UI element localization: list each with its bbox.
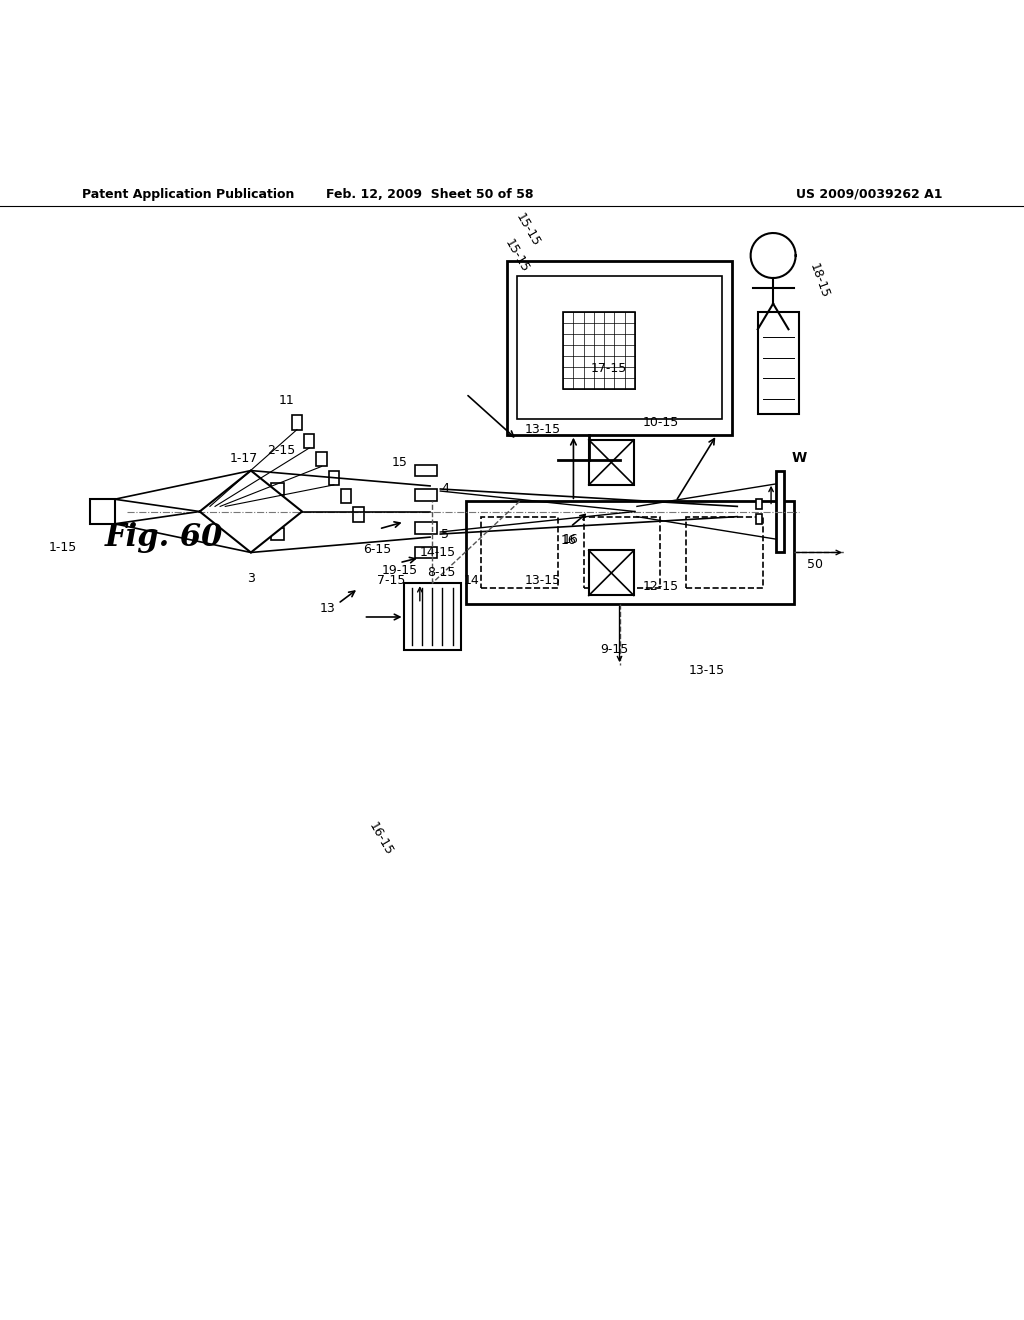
Bar <box>271 483 284 495</box>
Text: 15-15: 15-15 <box>503 236 531 275</box>
Text: 13: 13 <box>319 602 336 615</box>
Bar <box>316 453 327 466</box>
Bar <box>563 312 635 388</box>
Text: W: W <box>792 451 806 465</box>
Bar <box>341 488 351 503</box>
Text: 2-15: 2-15 <box>267 444 296 457</box>
Bar <box>776 470 784 553</box>
Bar <box>90 499 115 524</box>
Text: Patent Application Publication: Patent Application Publication <box>82 187 294 201</box>
Bar <box>758 312 799 414</box>
Bar <box>292 416 302 429</box>
Text: 15-15: 15-15 <box>513 211 542 249</box>
Text: 10-15: 10-15 <box>642 416 679 429</box>
Text: 7-15: 7-15 <box>377 574 406 586</box>
Text: 3: 3 <box>247 572 255 585</box>
Bar <box>415 466 437 475</box>
Text: Feb. 12, 2009  Sheet 50 of 58: Feb. 12, 2009 Sheet 50 of 58 <box>327 187 534 201</box>
Bar <box>589 440 634 484</box>
Text: 16: 16 <box>560 533 577 546</box>
Text: 16: 16 <box>562 533 579 545</box>
Text: 13-15: 13-15 <box>525 574 561 586</box>
Polygon shape <box>200 470 302 553</box>
Text: 50: 50 <box>807 558 823 572</box>
Bar <box>756 513 762 524</box>
Bar <box>304 434 314 447</box>
Text: 5: 5 <box>441 528 450 541</box>
Text: 15: 15 <box>391 455 408 469</box>
Bar <box>404 583 461 649</box>
Text: 13-15: 13-15 <box>525 424 561 436</box>
Bar <box>329 470 339 484</box>
Bar <box>466 502 794 603</box>
Text: 14: 14 <box>464 574 479 586</box>
Bar <box>481 516 558 589</box>
Text: 12-15: 12-15 <box>642 579 679 593</box>
Text: 4: 4 <box>441 483 450 495</box>
Bar <box>415 521 437 535</box>
Text: 16-15: 16-15 <box>367 820 395 858</box>
Bar <box>589 550 634 595</box>
Bar <box>756 499 762 510</box>
Bar <box>271 528 284 540</box>
Text: US 2009/0039262 A1: US 2009/0039262 A1 <box>796 187 942 201</box>
Bar <box>686 516 763 589</box>
Text: 11: 11 <box>279 395 295 408</box>
Bar <box>517 276 722 420</box>
Bar <box>415 548 437 557</box>
Bar <box>415 488 437 502</box>
Text: 8-15: 8-15 <box>427 566 456 579</box>
Bar <box>353 507 364 521</box>
Bar <box>507 260 732 434</box>
Text: 1-15: 1-15 <box>48 541 77 554</box>
Text: 19-15: 19-15 <box>381 565 418 577</box>
Text: 1-17: 1-17 <box>229 451 258 465</box>
Text: 9-15: 9-15 <box>600 643 629 656</box>
Text: Fig. 60: Fig. 60 <box>104 521 223 553</box>
Text: 13-15: 13-15 <box>688 664 725 677</box>
Text: 14-15: 14-15 <box>420 546 456 558</box>
Text: 6-15: 6-15 <box>362 543 391 556</box>
Bar <box>584 516 660 589</box>
Text: 18-15: 18-15 <box>807 261 831 301</box>
Text: 17-15: 17-15 <box>591 362 628 375</box>
